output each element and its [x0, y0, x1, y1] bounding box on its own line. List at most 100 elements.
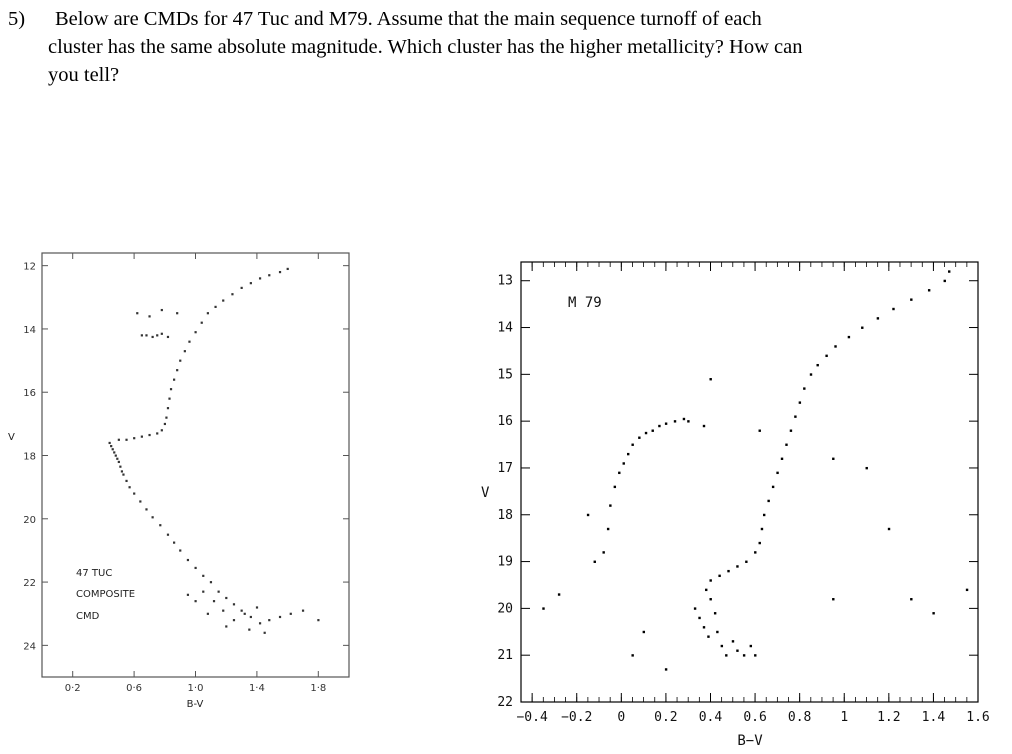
question-number: 5) [8, 8, 26, 30]
x-tick-label: 0.8 [788, 710, 811, 725]
data-point [231, 293, 234, 296]
data-point [892, 307, 895, 311]
x-tick-label: 1.6 [966, 710, 989, 725]
data-point [771, 485, 775, 489]
data-point [225, 596, 228, 600]
y-tick-label: 18 [497, 508, 513, 523]
data-point [760, 527, 764, 531]
x-tick-label: 0.4 [699, 710, 723, 725]
data-point [834, 345, 837, 348]
data-point [698, 616, 701, 620]
data-point [173, 541, 176, 544]
data-point [809, 373, 813, 376]
data-point [140, 334, 143, 337]
data-point [758, 541, 761, 545]
data-point [140, 435, 143, 438]
y-axis-label-right: V [481, 485, 490, 501]
data-point [255, 606, 259, 609]
data-point [179, 359, 182, 362]
data-point [754, 654, 757, 657]
data-point [865, 466, 868, 470]
data-point [586, 513, 590, 517]
data-point [709, 598, 712, 601]
y-tick-label: 16 [497, 414, 513, 429]
data-point [166, 533, 170, 536]
data-point [156, 334, 159, 337]
data-point [803, 387, 806, 390]
data-point [664, 668, 668, 671]
data-point [832, 457, 835, 460]
data-point [644, 431, 648, 435]
data-point [133, 437, 136, 440]
data-point [176, 369, 179, 372]
data-point [194, 331, 197, 334]
data-point [754, 551, 757, 554]
data-point [702, 424, 706, 428]
x-axis-label-left: B-V [187, 699, 204, 710]
tick-marks-right [520, 262, 979, 703]
data-point [166, 335, 170, 339]
data-point [217, 590, 220, 593]
data-point [948, 270, 951, 273]
data-point [243, 612, 246, 615]
data-point [910, 598, 913, 601]
data-point [214, 305, 217, 308]
data-point [709, 579, 712, 582]
y-tick-label: 15 [497, 367, 513, 382]
data-point [116, 457, 119, 460]
data-point [125, 479, 128, 483]
data-point [932, 612, 935, 615]
data-point [622, 462, 625, 465]
data-point [249, 615, 252, 619]
y-tick-label: 14 [497, 321, 513, 336]
y-tick-label: 24 [23, 641, 36, 652]
data-point [232, 619, 236, 622]
data-point [108, 441, 111, 445]
data-point [317, 619, 320, 622]
y-tick-label: 22 [23, 578, 36, 589]
data-point [120, 470, 124, 473]
data-point [593, 560, 596, 563]
data-point [720, 644, 724, 648]
data-point [286, 267, 289, 271]
data-point [794, 415, 797, 418]
tick-marks-left [42, 253, 349, 677]
data-point [248, 628, 251, 631]
data-point [780, 457, 784, 460]
data-point [173, 378, 176, 381]
y-tick-label: 14 [23, 325, 36, 336]
data-point [876, 317, 880, 320]
x-tick-label: 0·2 [65, 683, 81, 694]
data-point [136, 312, 139, 315]
data-point [202, 574, 205, 577]
data-point [200, 321, 203, 324]
data-point [767, 499, 770, 503]
data-point [160, 429, 163, 432]
data-point [117, 438, 120, 441]
chart-m79: 13 14 15 16 17 18 19 20 21 22 −0.4 −0.2 0 0.2 0.4 0.6 0… [481, 261, 990, 749]
data-point [168, 397, 171, 400]
data-point [609, 504, 612, 507]
data-point [613, 485, 617, 489]
x-tick-label: 0 [617, 710, 625, 725]
data-point [139, 500, 142, 503]
data-point [160, 308, 163, 312]
data-point [163, 422, 166, 426]
data-point [212, 600, 216, 603]
data-point [183, 350, 186, 353]
y-tick-label: 20 [23, 515, 36, 526]
x-tick-label: 0·6 [126, 683, 142, 694]
data-point [693, 607, 697, 610]
data-point [156, 432, 159, 435]
data-point [687, 420, 690, 423]
data-point [642, 630, 646, 634]
annotation-m79: M 79 [568, 295, 602, 311]
x-tick-label: 1·4 [249, 683, 265, 694]
data-point [727, 569, 730, 573]
x-tick-label: −0.4 [516, 710, 547, 725]
data-point [222, 299, 225, 302]
data-point [887, 527, 891, 531]
data-point [160, 332, 163, 335]
data-point [816, 363, 819, 367]
y-tick-label: 22 [497, 695, 513, 710]
